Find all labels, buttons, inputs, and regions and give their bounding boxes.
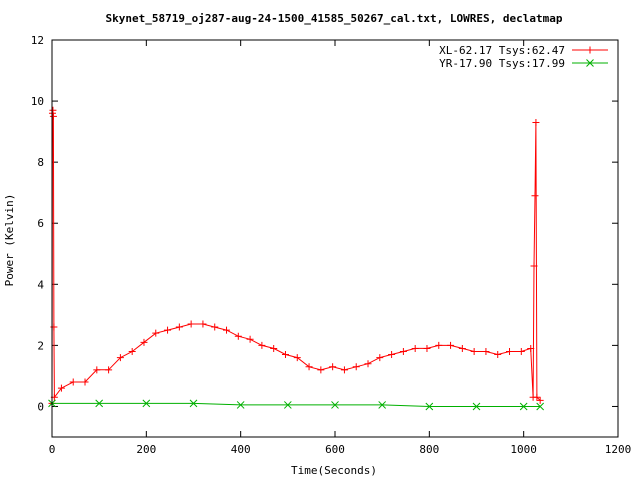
y-tick-label: 8	[37, 156, 44, 169]
x-tick-label: 800	[419, 443, 439, 456]
data-point	[283, 401, 292, 409]
data-point	[527, 344, 535, 352]
data-point	[236, 401, 245, 409]
data-point	[199, 320, 207, 328]
axis-ticks: 0 2 4 6 8 10 12 0 200 400 600 800 1000 1200	[31, 34, 632, 456]
x-tick-label: 1000	[510, 443, 537, 456]
data-point	[519, 402, 528, 411]
data-point	[388, 351, 396, 359]
data-point	[447, 341, 455, 349]
data-point	[531, 192, 539, 200]
data-point	[128, 347, 136, 355]
data-point	[281, 351, 289, 359]
data-point	[399, 347, 407, 355]
x-axis-label: Time(Seconds)	[291, 464, 377, 477]
data-point	[470, 347, 478, 355]
legend-label: XL-62.17 Tsys:62.47	[439, 44, 565, 57]
data-point	[81, 378, 89, 386]
x-tick-label: 400	[231, 443, 251, 456]
data-point	[340, 366, 348, 374]
y-tick-label: 2	[37, 339, 44, 352]
data-point	[517, 347, 525, 355]
data-point	[142, 399, 151, 408]
data-point	[57, 384, 65, 392]
data-point	[423, 344, 431, 352]
data-point	[105, 366, 113, 374]
data-point	[586, 59, 594, 67]
data-point	[425, 402, 434, 411]
data-point	[270, 344, 278, 352]
data-point	[329, 363, 337, 371]
data-point	[532, 118, 540, 126]
data-point	[246, 335, 254, 343]
data-point	[187, 320, 195, 328]
data-point	[305, 363, 313, 371]
x-tick-label: 1200	[605, 443, 632, 456]
data-point	[317, 366, 325, 374]
data-point	[352, 363, 360, 371]
data-point	[482, 347, 490, 355]
y-tick-label: 4	[37, 278, 44, 291]
series-line	[52, 402, 541, 407]
data-point	[140, 338, 148, 346]
data-point	[69, 378, 77, 386]
data-point	[530, 262, 538, 270]
data-point	[93, 366, 101, 374]
x-tick-label: 200	[136, 443, 156, 456]
x-tick-label: 0	[49, 443, 56, 456]
y-tick-label: 0	[37, 400, 44, 413]
data-point	[95, 399, 104, 408]
data-point	[152, 329, 160, 337]
y-axis-label: Power (Kelvin)	[3, 194, 16, 287]
data-point	[506, 347, 514, 355]
data-point	[458, 344, 466, 352]
data-point	[164, 326, 172, 334]
series-layer	[48, 106, 545, 411]
plot-frame	[51, 39, 619, 438]
y-tick-label: 6	[37, 217, 44, 230]
data-point	[536, 396, 544, 404]
series	[48, 399, 545, 411]
data-point	[494, 351, 502, 359]
data-point	[533, 393, 541, 401]
y-tick-label: 10	[31, 95, 44, 108]
data-point	[411, 344, 419, 352]
data-point	[364, 360, 372, 368]
legend-label: YR-17.90 Tsys:17.99	[439, 57, 565, 70]
data-point	[331, 401, 339, 409]
data-point	[378, 401, 387, 409]
data-point	[49, 112, 57, 120]
data-point	[586, 46, 594, 54]
data-point	[175, 323, 183, 331]
series	[48, 106, 544, 407]
data-point	[376, 354, 384, 362]
data-point	[472, 402, 481, 411]
data-point	[536, 402, 545, 411]
chart-title: Skynet_58719_oj287-aug-24-1500_41585_502…	[106, 12, 563, 25]
data-point	[293, 354, 301, 362]
data-point	[49, 106, 57, 114]
data-point	[116, 354, 124, 362]
data-point	[211, 323, 219, 331]
data-point	[435, 341, 443, 349]
y-tick-label: 12	[31, 34, 44, 47]
x-tick-label: 600	[325, 443, 345, 456]
data-point	[189, 399, 198, 408]
data-point	[234, 332, 242, 340]
data-point	[223, 326, 231, 334]
data-point	[258, 341, 266, 349]
